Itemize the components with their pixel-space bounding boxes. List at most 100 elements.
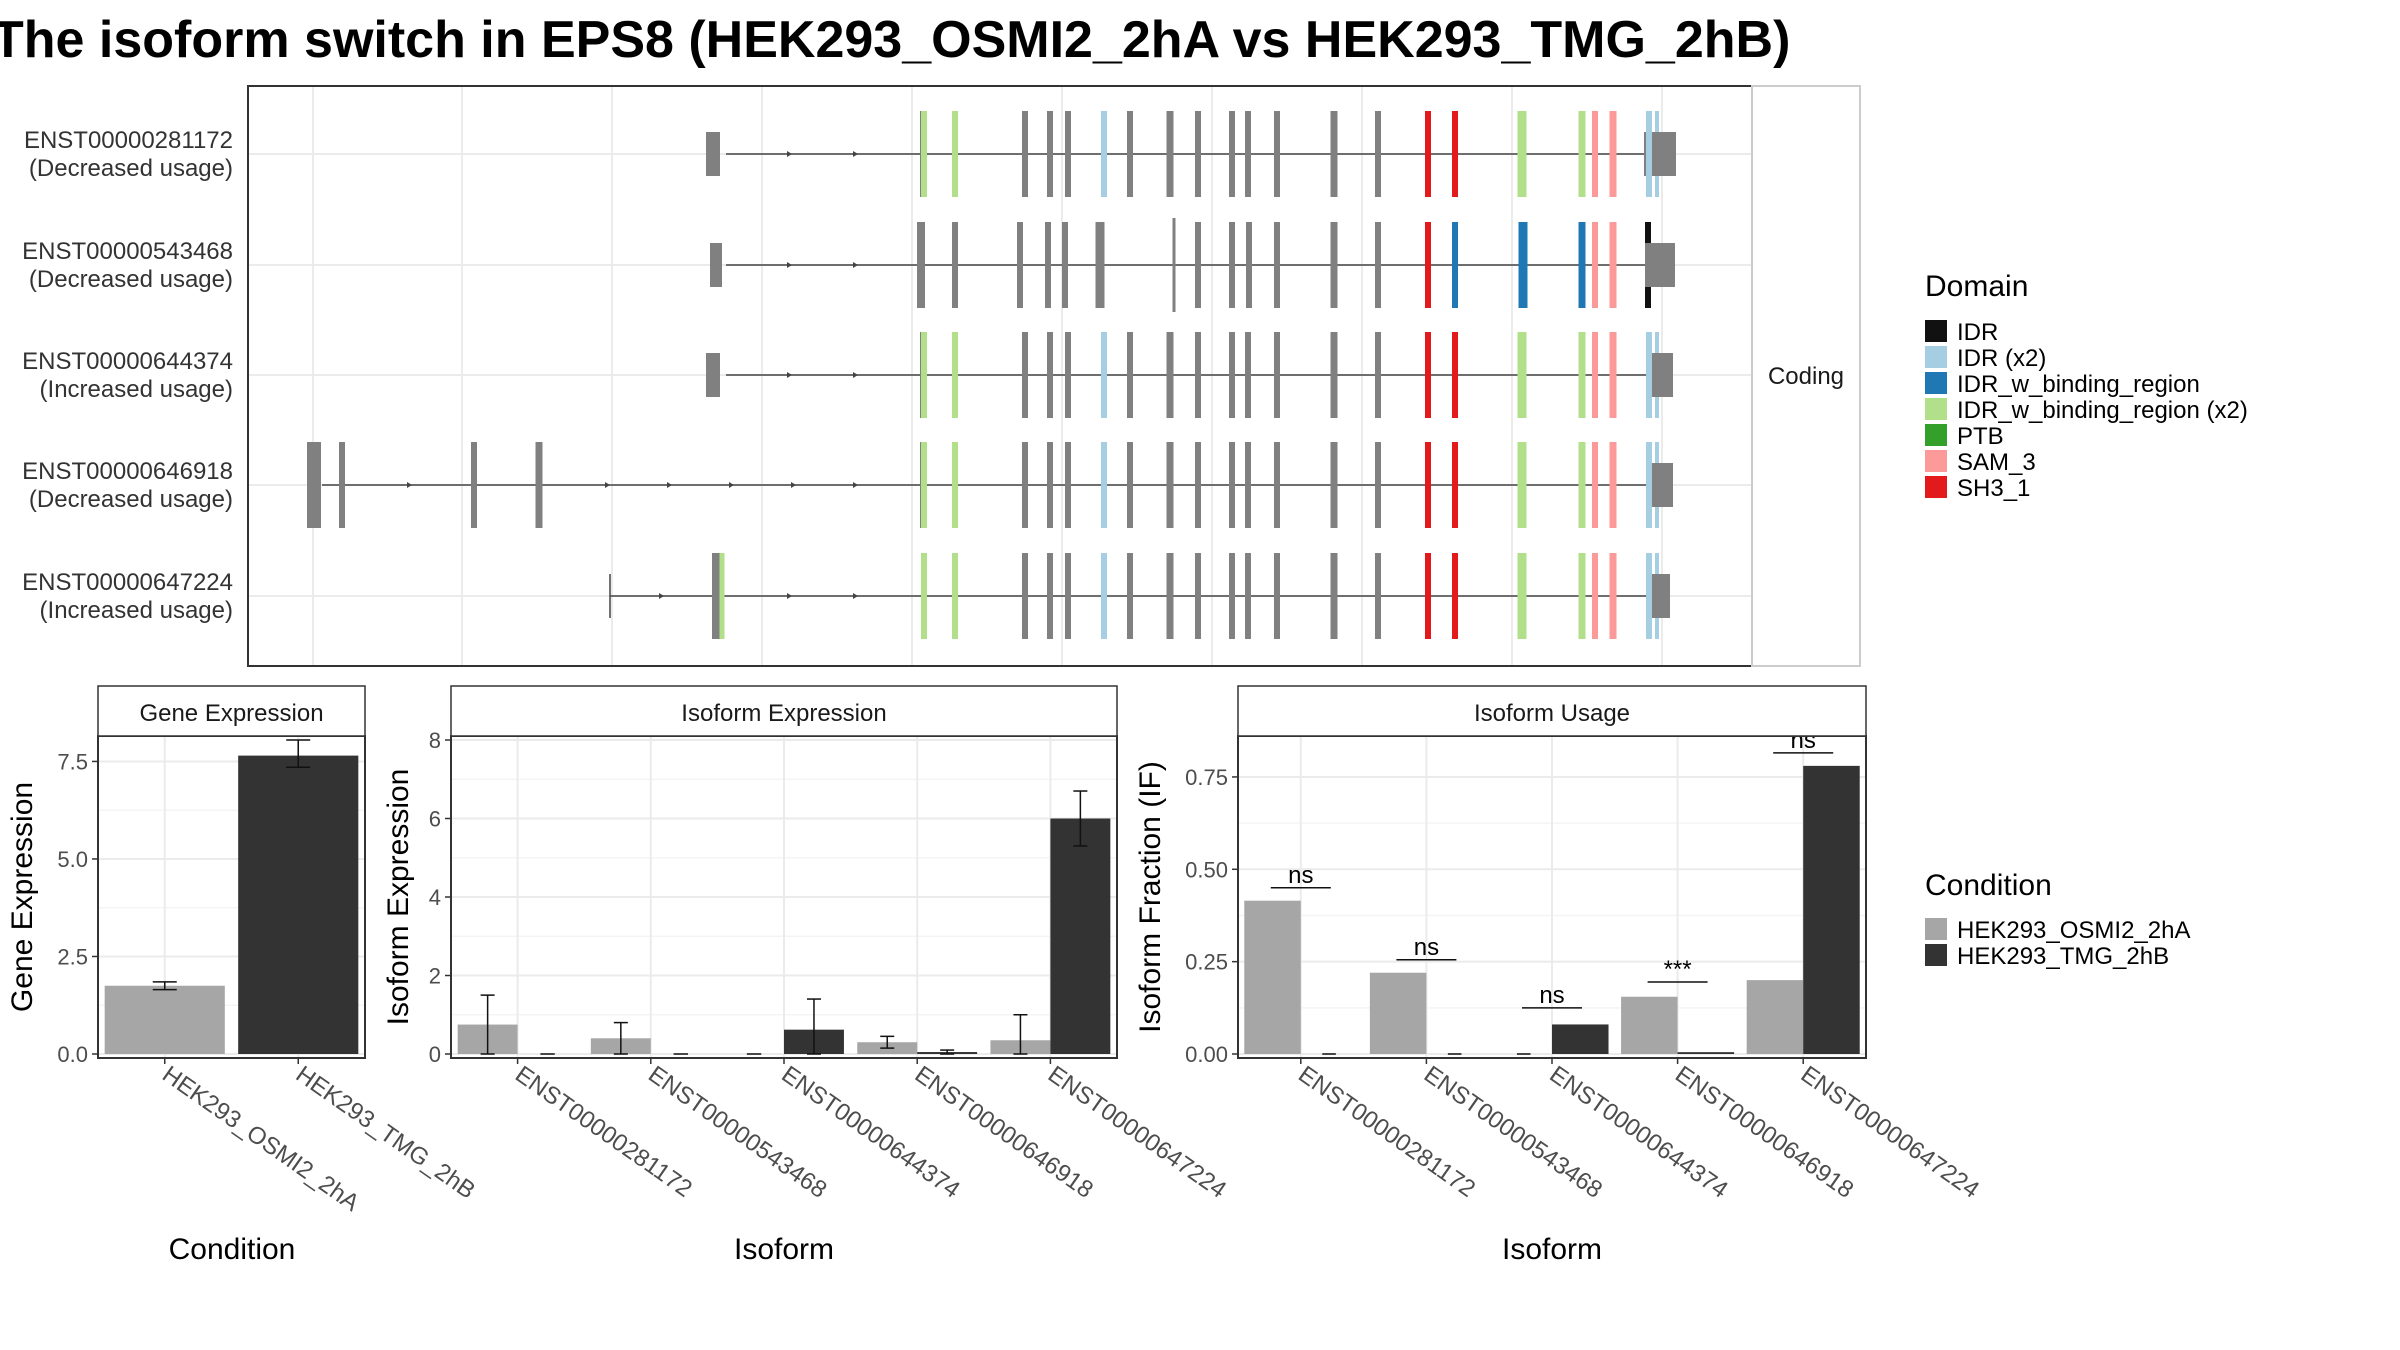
exon-block [535,442,543,528]
exon-block [1229,222,1235,308]
exon-block [1047,111,1053,197]
exon-block [706,132,720,176]
bar [1803,765,1860,1054]
exon-block [1645,243,1675,287]
strand-arrow [787,151,792,157]
domain-legend-title: Domain [1925,270,2028,303]
transcript-usage-label: (Increased usage) [40,376,233,403]
exon-block [719,553,725,639]
exon-block [952,553,958,639]
exon-block [712,553,720,639]
transcript-usage-label: (Increased usage) [40,597,233,624]
exon-block [339,442,345,528]
exon-block [1578,111,1586,197]
panel-strip [1237,685,1867,737]
exon-block [1229,332,1235,418]
strand-arrow [853,151,858,157]
exon-block [1592,111,1598,197]
condition-legend-label: HEK293_TMG_2hB [1957,943,2169,970]
transcript-structure-panel: Coding ENST00000281172(Decreased usage)E… [22,85,1861,667]
strand-arrow [853,262,858,268]
exon-block [921,553,927,639]
exon-block [1592,332,1598,418]
transcript-tracks [307,111,1676,639]
exon-block [952,222,958,308]
exon-block [1229,111,1235,197]
exon-block [1578,222,1586,308]
exon-block [1646,442,1652,528]
exon-block [706,353,720,397]
strand-arrow [407,482,412,488]
exon-block [1195,222,1201,308]
domain-legend-key [1925,450,1947,472]
exon-block [1065,442,1071,528]
exon-block [1274,222,1280,308]
domain-legend-label: IDR [1957,319,1998,346]
exon-block [1045,222,1051,308]
condition-legend-title: Condition [1925,869,2052,902]
domain-legend-key [1925,320,1947,342]
strand-arrow [667,482,672,488]
exon-block [1065,332,1071,418]
domain-legend-key [1925,476,1947,498]
exon-block [921,332,927,418]
strand-arrow [787,262,792,268]
y-axis-label: Isoform Expression [382,769,415,1026]
domain-legend-label: SAM_3 [1957,449,2036,476]
exon-block [952,332,958,418]
y-tick-label: 0.00 [1185,1042,1228,1067]
exon-block [1646,332,1652,418]
transcript-id-label: ENST00000647224 [22,569,233,596]
exon-block [1425,111,1431,197]
exon-block [1195,442,1201,528]
transcript-id-label: ENST00000543468 [22,238,233,265]
transcript-usage-label: (Decreased usage) [29,266,233,293]
transcript-labels: ENST00000281172(Decreased usage)ENST0000… [22,127,233,624]
domain-legend-label: SH3_1 [1957,475,2030,502]
exon-block [1246,222,1252,308]
strand-arrow [791,482,796,488]
exon-block [1330,222,1338,308]
exon-block [1101,553,1107,639]
exon-block [1127,332,1133,418]
exon-block [1609,222,1617,308]
exon-block [1101,332,1107,418]
exon-block [1330,442,1338,528]
panel-strip [450,685,1118,737]
exon-block [1375,111,1381,197]
exon-block [921,111,927,197]
exon-block [1065,553,1071,639]
x-axis-label: Isoform [734,1233,834,1266]
y-tick-label: 0.50 [1185,857,1228,882]
exon-block [1095,222,1105,308]
exon-block [1127,442,1133,528]
y-axis-label: Isoform Fraction (IF) [1134,761,1167,1033]
exon-block [1101,111,1107,197]
panel-title: Gene Expression [139,700,323,727]
strand-arrow [853,372,858,378]
exon-block [1375,332,1381,418]
exon-block [1017,222,1023,308]
exon-block [1274,111,1280,197]
panel-title: Isoform Usage [1474,700,1630,727]
panel-title: Isoform Expression [681,700,886,727]
significance-label: *** [1664,956,1692,983]
domain-legend-label: IDR (x2) [1957,345,2046,372]
exon-block [1047,442,1053,528]
exon-block [1127,553,1133,639]
y-tick-label: 0.25 [1185,950,1228,975]
exon-block [1229,553,1235,639]
y-tick-label: 0.0 [57,1042,88,1067]
exon-block [1578,553,1586,639]
domain-legend-label: IDR_w_binding_region (x2) [1957,397,2248,424]
exon-block [921,442,927,528]
exon-block [1166,553,1174,639]
exon-block [1375,222,1381,308]
exon-block [1047,332,1053,418]
y-tick-label: 0.75 [1185,765,1228,790]
exon-block [1592,553,1598,639]
